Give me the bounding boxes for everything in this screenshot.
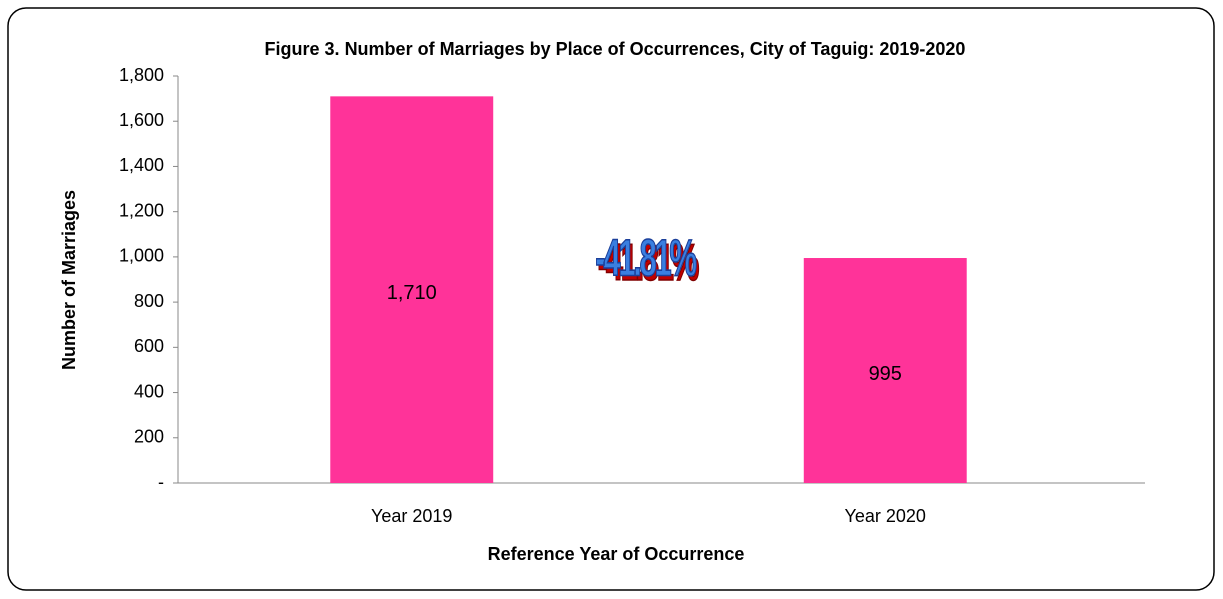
y-tick-label: 1,200 — [119, 200, 164, 220]
y-tick-label: 1,800 — [119, 65, 164, 85]
y-tick-label: 600 — [134, 336, 164, 356]
y-axis-title: Number of Marriages — [59, 190, 79, 370]
y-tick-label: 400 — [134, 381, 164, 401]
y-tick-label: 800 — [134, 291, 164, 311]
bar — [803, 258, 967, 483]
annotation: -41.81%-41.81% — [595, 229, 702, 292]
data-label: 1,710 — [387, 282, 437, 304]
y-tick-label: - — [158, 472, 164, 492]
chart-title: Figure 3. Number of Marriages by Place o… — [265, 39, 966, 59]
data-label: 995 — [869, 363, 902, 385]
y-tick-label: 1,600 — [119, 110, 164, 130]
y-tick-label: 200 — [134, 427, 164, 447]
chart-frame — [7, 7, 1215, 591]
y-tick-label: 1,000 — [119, 246, 164, 266]
y-tick-label: 1,400 — [119, 155, 164, 175]
bar — [330, 96, 494, 483]
annotation-text: -41.81% — [598, 234, 699, 292]
x-tick-label: Year 2019 — [371, 506, 452, 526]
annotation-text: -41.81% — [595, 230, 696, 288]
x-axis-title: Reference Year of Occurrence — [488, 544, 745, 564]
x-tick-label: Year 2020 — [845, 506, 926, 526]
